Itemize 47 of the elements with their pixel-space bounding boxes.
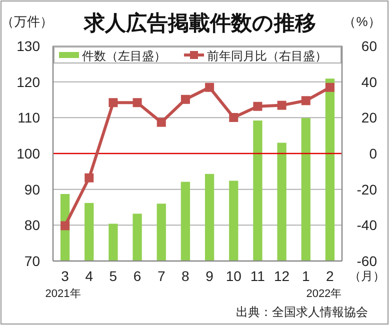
y2-tick-label: 20 xyxy=(361,110,378,126)
point xyxy=(229,112,238,122)
x-tick-label: 6 xyxy=(133,268,142,284)
legend-label: 前年同月比（右目盛） xyxy=(207,49,327,63)
x-tick-label: 7 xyxy=(157,268,166,284)
y-tick-label: 120 xyxy=(16,74,40,90)
point xyxy=(253,102,262,111)
chart-title: 求人広告掲載件数の推移 xyxy=(83,11,316,35)
x-tick-label: 5 xyxy=(109,268,118,284)
point xyxy=(60,221,70,230)
point xyxy=(301,96,310,106)
y2-tick-label: 0 xyxy=(369,146,378,162)
x-tick-label: 9 xyxy=(206,268,214,284)
source-note: 出典：全国求人情報協会 xyxy=(236,305,368,319)
y-tick-label: 80 xyxy=(24,217,40,234)
point xyxy=(205,82,214,92)
legend-label: 件数（左目盛） xyxy=(82,49,166,63)
x-tick-label: 10 xyxy=(226,268,242,284)
text: 2021年 xyxy=(45,288,81,300)
y-tick-label: 70 xyxy=(24,253,40,269)
y-tick-label: 130 xyxy=(16,38,40,54)
x-tick-label: 8 xyxy=(182,268,190,284)
x-tick-label: 1 xyxy=(302,268,310,284)
point xyxy=(108,98,118,108)
x-axis-title: （月） xyxy=(349,269,385,283)
point xyxy=(180,94,190,104)
point xyxy=(132,98,142,108)
x-tick-label: 4 xyxy=(85,268,94,284)
y-tick-label: 110 xyxy=(18,110,40,126)
point xyxy=(277,100,286,110)
text: 2022年 xyxy=(306,288,342,300)
y-tick-label: 100 xyxy=(16,146,40,162)
y2-tick-label: 40 xyxy=(361,74,378,90)
x-tick-label: 12 xyxy=(274,268,290,284)
x-tick-label: 11 xyxy=(250,268,266,284)
x-tick-label: 3 xyxy=(61,268,70,284)
point xyxy=(84,173,94,182)
x-tick-label: 2 xyxy=(326,268,334,284)
y2-tick-label: -40 xyxy=(356,217,378,234)
y2-tick-label: 60 xyxy=(361,38,378,54)
point xyxy=(325,82,334,92)
point xyxy=(156,118,166,127)
y2-axis-title: （%） xyxy=(343,14,381,29)
y2-tick-label: -60 xyxy=(356,253,378,269)
y2-tick-label: -20 xyxy=(356,181,378,198)
y-tick-label: 90 xyxy=(24,181,40,198)
y-axis-title: （万件） xyxy=(1,14,53,29)
